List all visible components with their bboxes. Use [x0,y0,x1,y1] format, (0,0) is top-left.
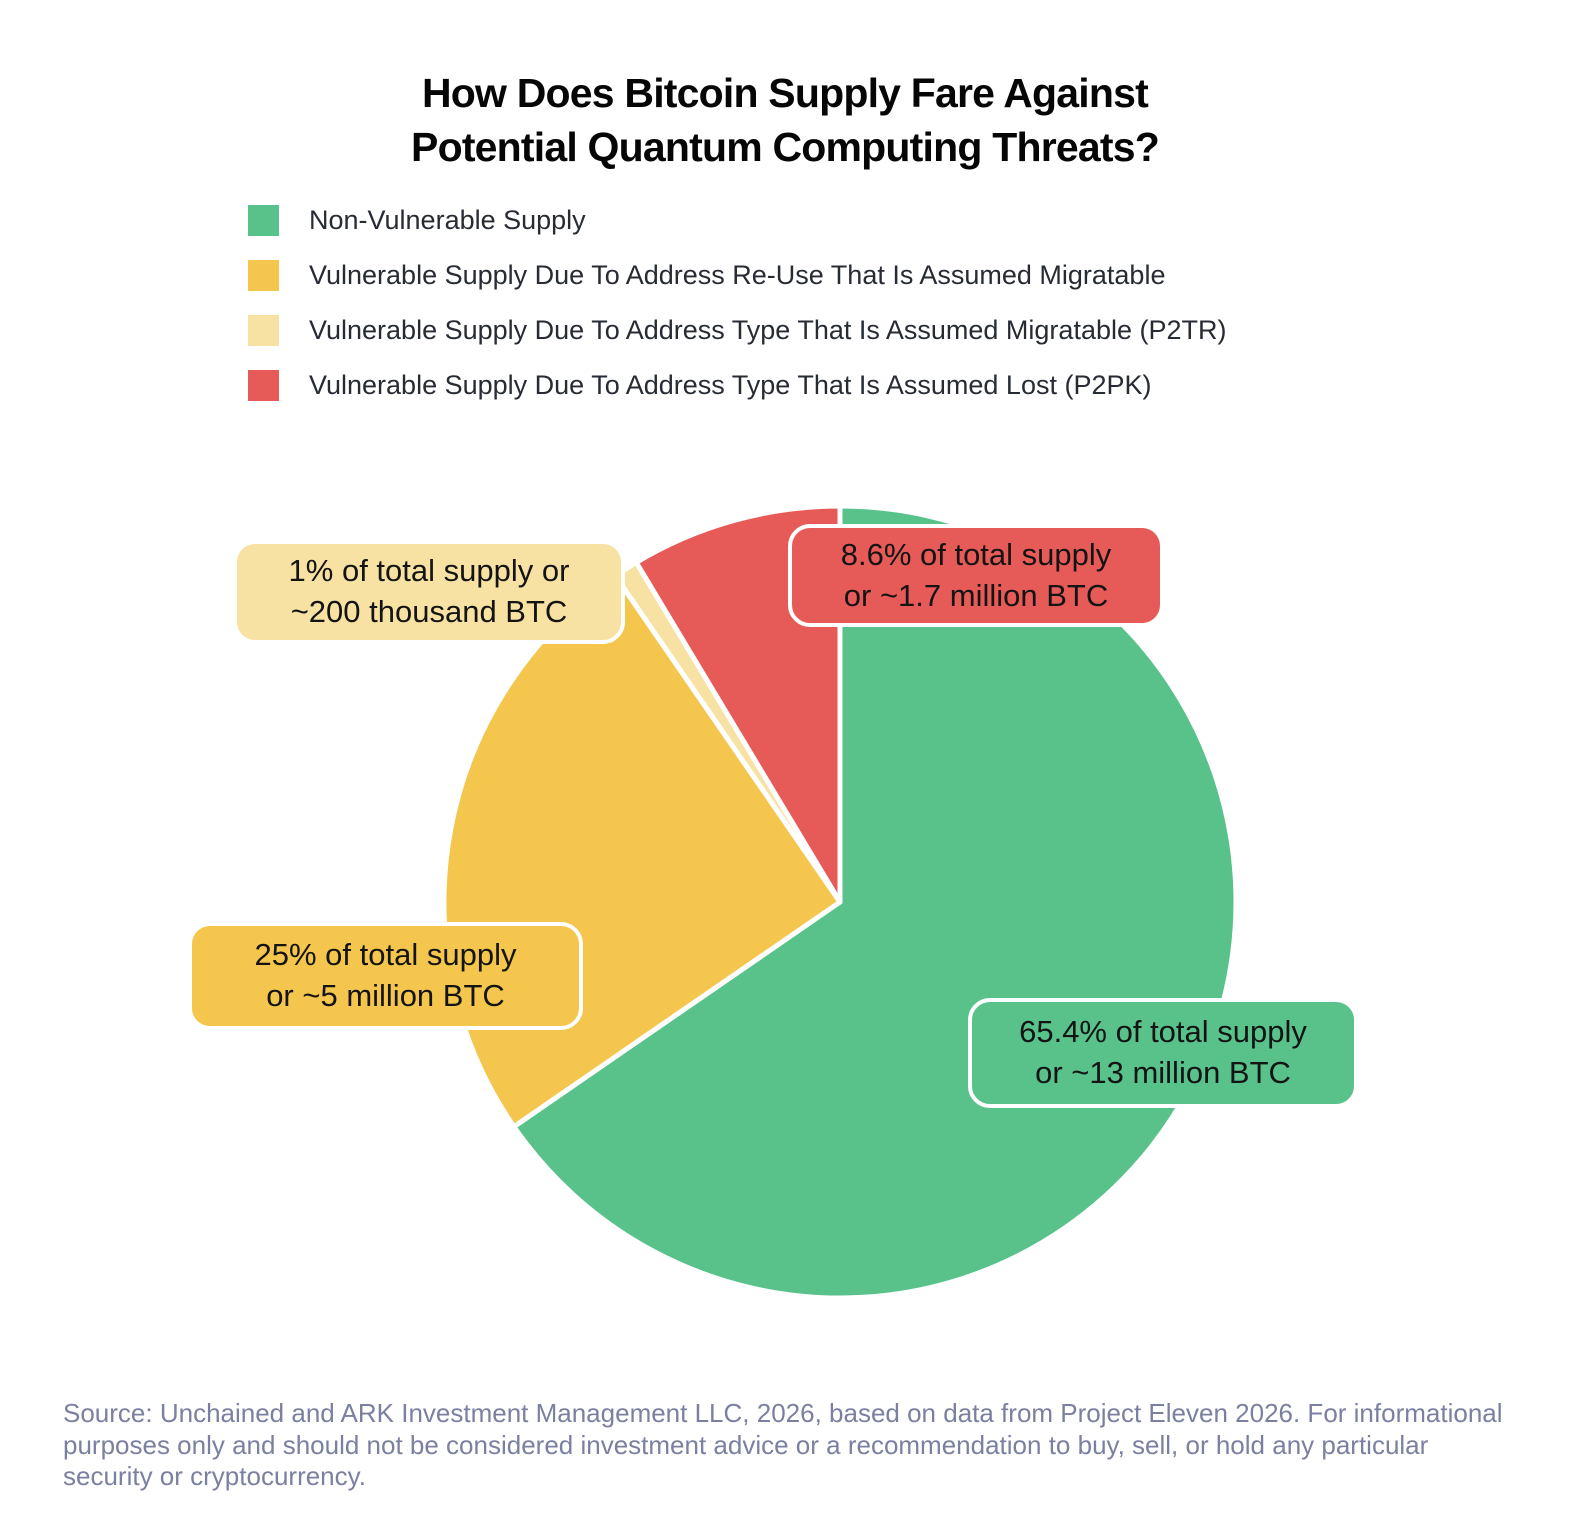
legend-item-p2tr-migratable: Vulnerable Supply Due To Address Type Th… [248,314,1227,346]
legend-label-reuse-migratable: Vulnerable Supply Due To Address Re-Use … [309,259,1166,290]
chart-title: How Does Bitcoin Supply Fare Against Pot… [0,66,1570,174]
legend-swatch-p2pk-lost-icon [248,369,279,401]
source-disclaimer: Source: Unchained and ARK Investment Man… [63,1398,1503,1492]
chart-title-line2: Potential Quantum Computing Threats? [411,124,1160,171]
callout-nonvuln-line2: or ~13 million BTC [1035,1055,1291,1090]
callout-nonvuln-line1: 65.4% of total supply [1019,1014,1307,1050]
legend-label-p2pk-lost: Vulnerable Supply Due To Address Type Th… [309,369,1152,400]
legend-swatch-p2tr-migratable-icon [248,314,279,346]
callout-p2tr-migratable: 1% of total supply or ~200 thousand BTC [233,540,625,644]
callout-p2pk-lost: 8.6% of total supply or ~1.7 million BTC [788,524,1164,627]
legend-item-non-vulnerable: Non-Vulnerable Supply [248,204,1227,236]
legend-label-p2tr-migratable: Vulnerable Supply Due To Address Type Th… [309,314,1227,345]
legend-swatch-reuse-migratable-icon [248,259,279,291]
callout-reuse-line2: or ~5 million BTC [266,978,505,1013]
callout-p2pk-line2: or ~1.7 million BTC [843,577,1109,613]
legend: Non-Vulnerable Supply Vulnerable Supply … [248,204,1227,424]
chart-title-line1: How Does Bitcoin Supply Fare Against [422,70,1149,116]
legend-swatch-non-vulnerable-icon [248,204,279,236]
callout-reuse-migratable: 25% of total supply or ~5 million BTC [188,922,583,1030]
legend-item-reuse-migratable: Vulnerable Supply Due To Address Re-Use … [248,259,1227,291]
callout-reuse-line1: 25% of total supply [254,937,517,973]
legend-item-p2pk-lost: Vulnerable Supply Due To Address Type Th… [248,369,1227,401]
callout-p2pk-line1: 8.6% of total supply [840,536,1112,572]
callout-non-vulnerable: 65.4% of total supply or ~13 million BTC [968,998,1358,1108]
callout-p2tr-line2: ~200 thousand BTC [290,594,568,629]
legend-label-non-vulnerable: Non-Vulnerable Supply [309,204,586,235]
callout-p2tr-line1: 1% of total supply or [288,553,570,589]
